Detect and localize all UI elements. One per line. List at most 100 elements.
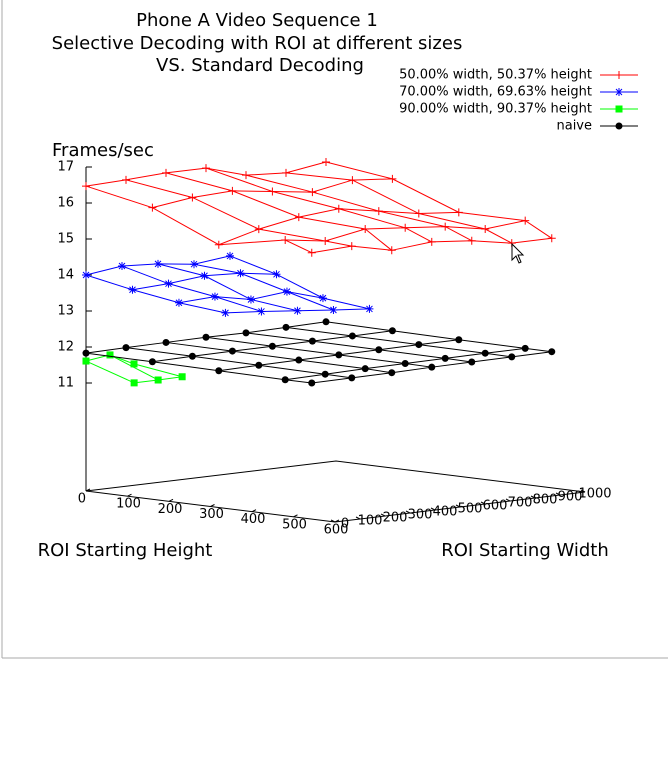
- point: [148, 203, 157, 212]
- point: [162, 168, 170, 177]
- x-tick-label: 0: [78, 492, 86, 507]
- point: [228, 186, 237, 195]
- y-tick: [555, 492, 561, 496]
- point: [481, 349, 489, 357]
- mesh-line: [157, 263, 298, 312]
- point: [215, 367, 223, 375]
- point: [200, 271, 209, 280]
- mesh-line: [133, 363, 183, 378]
- point: [308, 188, 317, 197]
- point: [401, 360, 409, 368]
- y-tick: [480, 501, 486, 505]
- point: [128, 285, 137, 294]
- point: [308, 337, 316, 345]
- point: [202, 333, 210, 341]
- point: [521, 216, 530, 225]
- legend-label: naive: [556, 119, 592, 134]
- mesh-line: [85, 274, 226, 314]
- point: [414, 209, 423, 218]
- point: [130, 360, 138, 368]
- y-tick-label: 100: [358, 514, 383, 529]
- point: [272, 270, 281, 279]
- chart-title: Selective Decoding with ROI at different…: [52, 33, 463, 54]
- legend-marker: [615, 122, 623, 130]
- point: [387, 246, 396, 255]
- legend-label: 50.00% width, 50.37% height: [399, 68, 592, 83]
- y-tick-label: 0: [341, 517, 349, 532]
- y-tick-label: 200: [383, 511, 408, 526]
- point: [282, 323, 290, 331]
- point: [242, 329, 250, 337]
- point: [508, 353, 516, 361]
- point: [481, 225, 490, 233]
- y-tick-label: 800: [533, 493, 558, 508]
- point: [154, 259, 162, 268]
- point: [441, 222, 450, 231]
- x-axis-label: ROI Starting Height: [38, 540, 213, 561]
- point: [82, 182, 90, 191]
- y-tick-label: 400: [433, 505, 458, 520]
- y-tick: [380, 513, 386, 517]
- point: [329, 306, 338, 314]
- y-tick: [430, 507, 436, 511]
- mesh-line: [165, 172, 393, 251]
- point: [148, 358, 156, 366]
- x-tick-label: 500: [282, 517, 307, 532]
- y-tick: [330, 519, 336, 523]
- z-tick-label: 14: [57, 268, 74, 283]
- x-tick-label: 200: [158, 502, 183, 517]
- legend-marker: [615, 105, 623, 113]
- z-tick-label: 15: [57, 232, 74, 247]
- x-tick: [168, 498, 174, 502]
- point: [174, 298, 183, 307]
- point: [547, 234, 556, 243]
- legend-label: 70.00% width, 69.63% height: [399, 85, 592, 100]
- point: [375, 346, 383, 354]
- point: [322, 318, 330, 326]
- point: [361, 365, 369, 373]
- point: [548, 348, 556, 356]
- point: [321, 237, 330, 245]
- point: [348, 332, 356, 340]
- y-tick: [355, 516, 361, 520]
- x-tick-label: 400: [241, 512, 266, 527]
- point: [228, 347, 236, 355]
- point: [221, 308, 230, 317]
- z-tick-label: 12: [57, 340, 74, 355]
- point: [454, 208, 463, 217]
- point: [374, 207, 383, 216]
- mouse-cursor: [511, 242, 525, 264]
- point: [118, 262, 126, 270]
- point: [307, 248, 316, 257]
- point: [82, 349, 90, 357]
- point: [164, 279, 173, 288]
- y-tick-label: 700: [508, 496, 533, 511]
- point: [202, 164, 210, 173]
- point: [348, 374, 356, 382]
- y-axis-label: ROI Starting Width: [441, 540, 609, 561]
- mesh-line: [285, 172, 512, 244]
- point: [242, 171, 250, 180]
- point: [257, 307, 266, 316]
- point: [441, 354, 449, 362]
- mesh-line: [121, 265, 262, 312]
- x-tick: [85, 488, 91, 492]
- y-tick-label: 300: [408, 508, 433, 523]
- point: [281, 376, 289, 384]
- point: [428, 363, 436, 371]
- z-tick-label: 13: [57, 304, 74, 319]
- point: [388, 369, 396, 377]
- point: [388, 327, 396, 335]
- z-tick-label: 11: [57, 376, 74, 391]
- mesh-line: [229, 255, 370, 310]
- point: [318, 294, 327, 303]
- y-tick: [505, 498, 511, 502]
- point: [308, 379, 316, 387]
- z-tick-label: 17: [57, 160, 74, 175]
- legend-marker: [615, 71, 623, 79]
- point: [210, 292, 219, 301]
- point: [334, 204, 343, 213]
- y-tick: [530, 495, 536, 499]
- point: [282, 168, 290, 177]
- y-tick-label: 1000: [578, 487, 611, 502]
